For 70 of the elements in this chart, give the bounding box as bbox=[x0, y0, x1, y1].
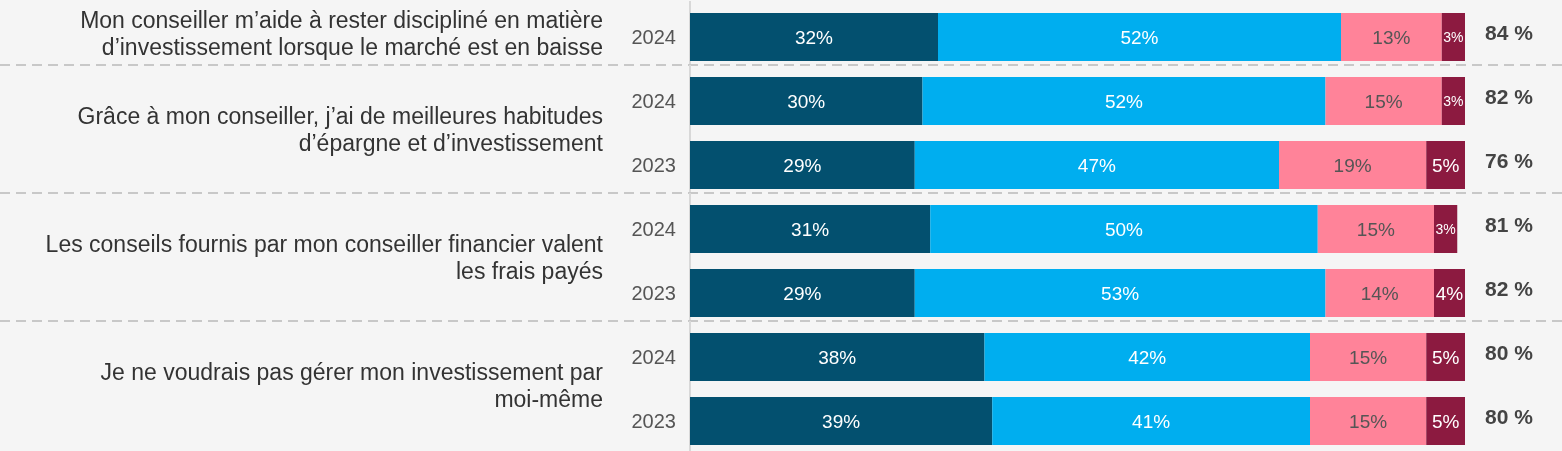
data-label: 13% bbox=[1372, 26, 1411, 48]
y-tick-label: 2024 bbox=[631, 90, 676, 112]
bar bbox=[930, 205, 1318, 253]
y-tick-label: 2023 bbox=[631, 410, 676, 432]
bar bbox=[1325, 269, 1434, 317]
text: Les conseils fournis par mon conseiller financier valent les frais payés bbox=[45, 230, 604, 284]
bar bbox=[1325, 77, 1442, 125]
data-label: 3% bbox=[1435, 220, 1456, 237]
text: 82 % bbox=[1485, 277, 1534, 301]
bar bbox=[1341, 13, 1442, 61]
data-label: 38% bbox=[818, 346, 857, 368]
data-label: 53% bbox=[1101, 282, 1140, 304]
bar bbox=[938, 13, 1341, 61]
data-label: 15% bbox=[1364, 90, 1403, 112]
text: 80 % bbox=[1485, 405, 1534, 429]
bar bbox=[1426, 333, 1465, 381]
text: 84 % bbox=[1485, 21, 1534, 45]
bar bbox=[1317, 205, 1434, 253]
data-label: 15% bbox=[1356, 218, 1395, 240]
bar bbox=[1426, 141, 1465, 189]
data-label: 15% bbox=[1349, 410, 1388, 432]
data-label: 5% bbox=[1431, 346, 1460, 368]
data-label: 3% bbox=[1443, 28, 1464, 45]
data-label: 39% bbox=[822, 410, 861, 432]
data-label: 29% bbox=[783, 154, 822, 176]
data-label: 32% bbox=[794, 26, 834, 48]
data-label: 15% bbox=[1349, 346, 1388, 368]
bar bbox=[922, 77, 1326, 125]
bar bbox=[690, 397, 993, 445]
data-label: 5% bbox=[1431, 154, 1460, 176]
bar bbox=[984, 333, 1310, 381]
text: Mon conseiller m’aide à rester discipliné en matière d’investissement lorsque le marché est en baisse bbox=[80, 6, 603, 60]
data-label: 19% bbox=[1333, 154, 1372, 176]
bar bbox=[690, 269, 915, 317]
y-tick-label: 2024 bbox=[631, 218, 676, 240]
bar bbox=[1279, 141, 1427, 189]
y-tick-label: 2023 bbox=[631, 154, 676, 176]
text: 76 % bbox=[1485, 149, 1534, 173]
data-label: 29% bbox=[783, 282, 822, 304]
data-label: 52% bbox=[1120, 26, 1159, 48]
text: Je ne voudrais pas gérer mon investissement par moi-même bbox=[100, 358, 604, 412]
data-label: 14% bbox=[1360, 282, 1399, 304]
data-label: 30% bbox=[787, 90, 826, 112]
text: 81 % bbox=[1485, 213, 1534, 237]
bar bbox=[690, 333, 985, 381]
bar bbox=[690, 141, 915, 189]
data-label: 50% bbox=[1104, 218, 1144, 240]
text: Grâce à mon conseiller, j’ai de meilleures habitudes d’épargne et d’investissement bbox=[77, 102, 604, 156]
bar bbox=[690, 77, 923, 125]
data-label: 3% bbox=[1443, 92, 1464, 109]
y-tick-label: 2024 bbox=[631, 26, 676, 48]
text: 82 % bbox=[1485, 85, 1534, 109]
text: 80 % bbox=[1485, 341, 1534, 365]
bar bbox=[690, 13, 938, 61]
y-tick-label: 2024 bbox=[631, 346, 676, 368]
bar bbox=[914, 269, 1326, 317]
data-label: 5% bbox=[1431, 410, 1460, 432]
bar bbox=[992, 397, 1310, 445]
data-label: 52% bbox=[1104, 90, 1144, 112]
data-label: 4% bbox=[1435, 282, 1464, 304]
data-label: 31% bbox=[791, 218, 830, 240]
bar bbox=[1310, 397, 1427, 445]
bar bbox=[914, 141, 1279, 189]
bar bbox=[1310, 333, 1427, 381]
data-label: 42% bbox=[1128, 346, 1167, 368]
data-label: 47% bbox=[1077, 154, 1116, 176]
y-tick-label: 2023 bbox=[631, 282, 676, 304]
bar bbox=[1426, 397, 1465, 445]
bar bbox=[690, 205, 931, 253]
data-label: 41% bbox=[1132, 410, 1171, 432]
